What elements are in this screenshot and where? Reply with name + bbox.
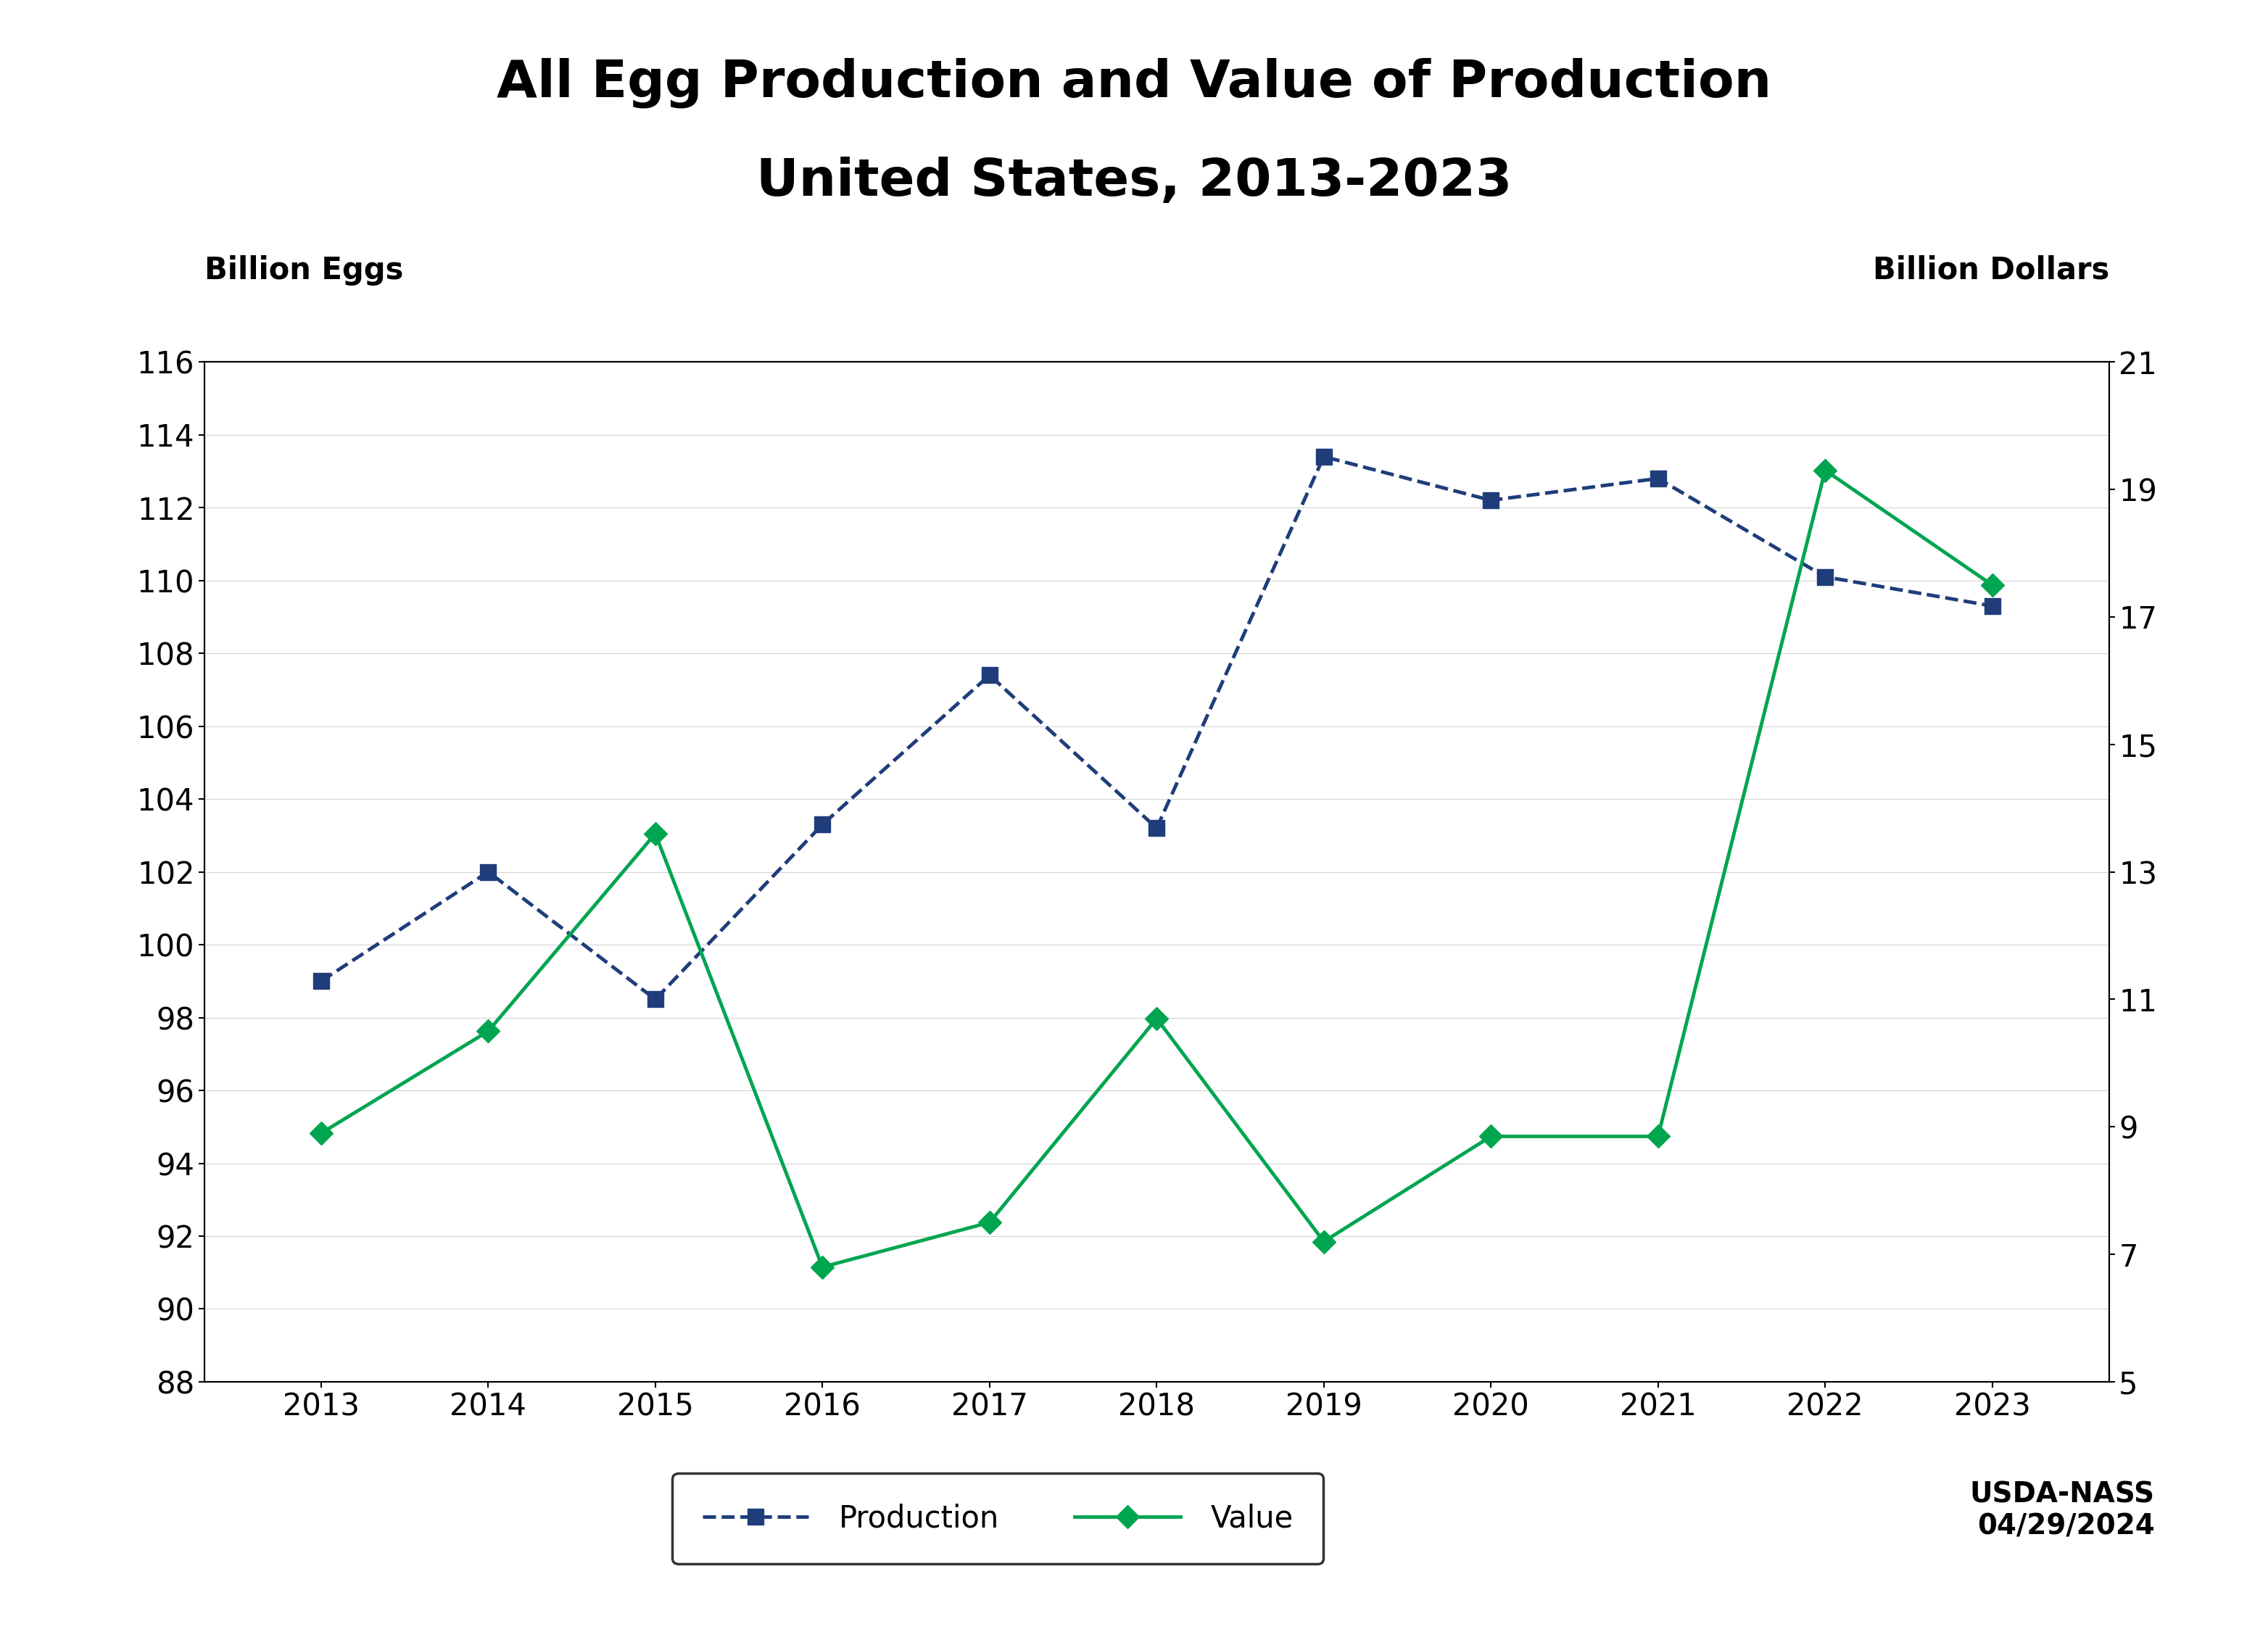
- Text: Billion Dollars: Billion Dollars: [1873, 255, 2109, 286]
- Text: All Egg Production and Value of Production: All Egg Production and Value of Producti…: [497, 58, 1771, 109]
- Text: United States, 2013-2023: United States, 2013-2023: [755, 156, 1513, 206]
- Text: USDA-NASS
04/29/2024: USDA-NASS 04/29/2024: [1969, 1480, 2155, 1540]
- Legend: Production, Value: Production, Value: [671, 1474, 1325, 1564]
- Text: Billion Eggs: Billion Eggs: [204, 255, 404, 286]
